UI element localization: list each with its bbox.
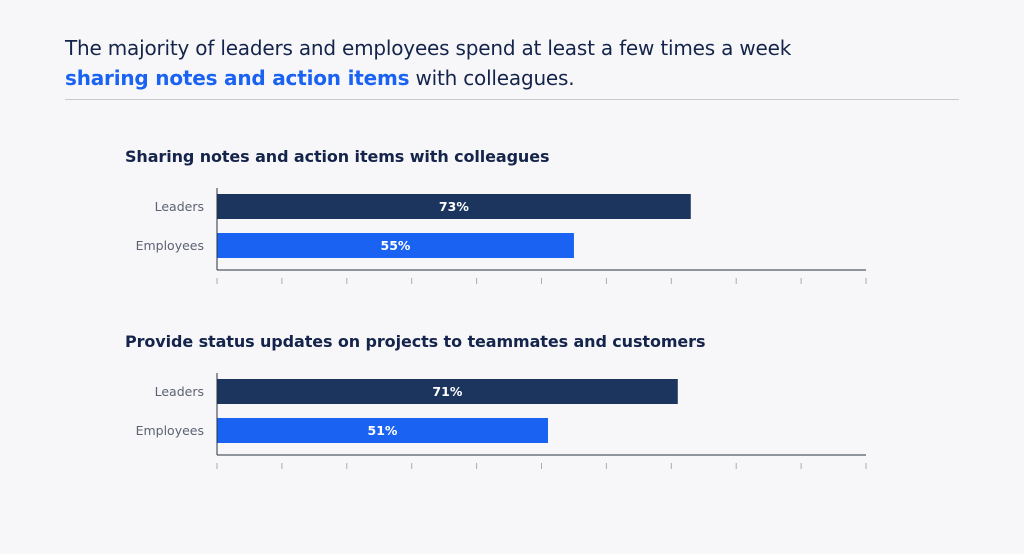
value-label-leaders: 71% (432, 384, 462, 399)
value-label-employees: 55% (381, 238, 411, 253)
value-label-employees: 51% (368, 423, 398, 438)
headline-highlight: sharing notes and action items (65, 66, 410, 90)
header-divider (65, 99, 959, 100)
bar-employees (217, 233, 574, 258)
headline-text: The majority of leaders and employees sp… (65, 36, 792, 60)
bar-employees (217, 418, 548, 443)
category-label-employees: Employees (136, 423, 204, 438)
category-label-leaders: Leaders (155, 384, 204, 399)
bar-leaders (217, 379, 678, 404)
headline: The majority of leaders and employees sp… (65, 33, 965, 93)
value-label-leaders: 73% (439, 199, 469, 214)
chart-1: Leaders 73% Employees 55% (136, 188, 867, 284)
category-label-employees: Employees (136, 238, 204, 253)
headline-text-end: with colleagues. (409, 66, 575, 90)
chart-1-title: Sharing notes and action items with coll… (125, 147, 550, 166)
category-label-leaders: Leaders (155, 199, 204, 214)
chart-2-title: Provide status updates on projects to te… (125, 332, 706, 351)
bar-leaders (217, 194, 691, 219)
chart-2: Leaders 71% Employees 51% (136, 373, 867, 469)
